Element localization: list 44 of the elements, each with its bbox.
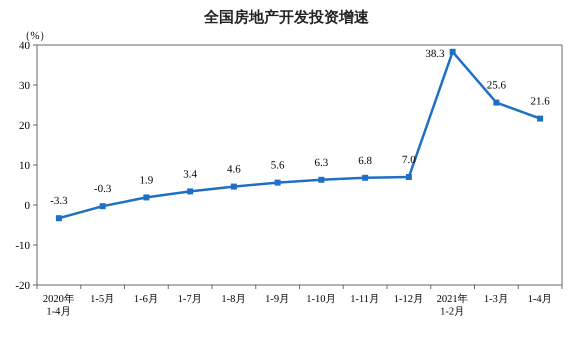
text: 3.4 — [183, 168, 197, 180]
y-tick-label: 10 — [19, 160, 30, 172]
point — [274, 180, 281, 186]
x-tick-label: 1-7月 — [178, 293, 203, 305]
point — [537, 116, 544, 122]
point — [56, 215, 62, 222]
y-tick-label: -10 — [15, 240, 30, 252]
text: -3.3 — [50, 195, 68, 208]
point — [318, 176, 324, 183]
y-axis-title: （%） — [19, 30, 51, 42]
point — [406, 174, 412, 180]
text: 6.3 — [314, 156, 328, 169]
x-tick-label: 1-11月 — [350, 293, 380, 305]
point — [450, 48, 456, 55]
x-tick-label: 1-5月 — [90, 293, 116, 305]
text: 1.9 — [140, 174, 154, 186]
point — [143, 194, 150, 200]
point — [187, 188, 194, 194]
text: 4.6 — [227, 164, 241, 176]
x-tick-label: 1-6月 — [134, 293, 159, 305]
x-tick-label: 1-3月 — [484, 293, 509, 305]
point — [493, 100, 500, 106]
x-tick-label: 1-4月 — [528, 293, 553, 305]
y-tick-label: -20 — [15, 280, 30, 292]
chart-title: 全国房地产开发投资增速 — [203, 8, 370, 26]
y-tick-label: 40 — [19, 40, 30, 52]
text: 38.3 — [425, 48, 445, 60]
y-tick-label: 30 — [19, 80, 30, 92]
x-tick-label: 1-12月 — [394, 293, 424, 305]
y-tick-label: 20 — [19, 120, 30, 132]
y-tick-label: 0 — [24, 200, 30, 212]
point — [362, 174, 368, 181]
x-tick-label: 1-10月 — [306, 293, 336, 305]
x-tick-label: 1-9月 — [265, 293, 290, 305]
text: 6.8 — [358, 154, 372, 167]
text: 21.6 — [530, 96, 550, 108]
x-tick-label: 1-8月 — [221, 293, 246, 305]
x-tick-label: 2021年 1-2月 — [436, 293, 469, 318]
text: -0.3 — [94, 183, 112, 196]
point — [230, 184, 237, 190]
x-tick-label: 2020年 1-4月 — [42, 293, 75, 318]
point — [100, 203, 106, 210]
text: 25.6 — [486, 80, 506, 92]
text: 5.6 — [270, 160, 284, 172]
